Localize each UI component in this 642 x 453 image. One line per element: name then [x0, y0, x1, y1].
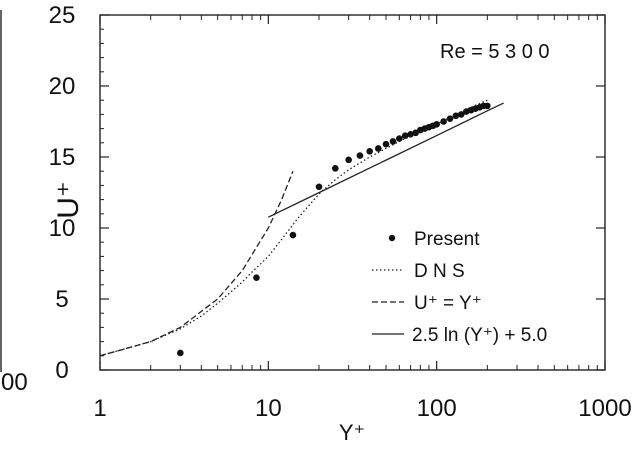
present-data-point — [389, 138, 397, 145]
legend: Present D N S U⁺ = Y⁺ 2.5 ln (Y⁺) + 5.0 — [372, 229, 547, 346]
present-data-point — [315, 183, 323, 191]
x-tick-label: 10 — [255, 395, 282, 422]
legend-label-loglaw: 2.5 ln (Y⁺) + 5.0 — [412, 325, 547, 346]
present-data-point — [457, 111, 465, 118]
legend-label-viscous: U⁺ = Y⁺ — [414, 293, 482, 314]
present-data-point — [407, 130, 414, 138]
plot-frame — [99, 14, 606, 371]
y-axis-title: U⁺ — [52, 181, 85, 219]
present-data-point — [177, 349, 184, 357]
x-tick-label: 1000 — [578, 395, 631, 422]
y-tick-label: 25 — [49, 2, 76, 29]
present-data-point — [289, 231, 297, 239]
present-data-point — [484, 102, 491, 110]
y-tick-label: 20 — [49, 73, 76, 100]
series-line-dashed — [99, 170, 294, 357]
present-data-point — [332, 165, 339, 172]
present-data-point — [440, 118, 447, 125]
present-data-point — [446, 115, 454, 122]
ticks: 1 10 100 1000 0 5 10 15 20 25 — [49, 2, 632, 422]
y-tick-label: 15 — [49, 144, 76, 171]
present-data-point — [374, 145, 382, 152]
series-line-dotted — [99, 99, 488, 357]
y-tick-label: 5 — [55, 286, 68, 313]
reynolds-annotation: Re = 5 3 0 0 — [440, 41, 550, 63]
present-data-point — [366, 148, 373, 155]
legend-label-present: Present — [414, 229, 480, 250]
series — [99, 99, 504, 357]
y-tick-label: 0 — [55, 357, 68, 384]
left-panel-tick-label: 00 — [1, 369, 28, 396]
x-axis-title: Y⁺ — [339, 420, 365, 445]
x-tick-label: 1 — [93, 395, 106, 422]
present-data-point — [396, 135, 403, 142]
legend-label-dns: D N S — [414, 261, 465, 282]
present-data-point — [356, 152, 364, 159]
y-tick-label: 10 — [49, 215, 76, 242]
x-tick-label: 100 — [417, 395, 457, 422]
legend-marker-present — [388, 234, 396, 242]
present-data-point — [345, 156, 352, 164]
present-data-point — [382, 140, 390, 148]
series-line-solid — [268, 102, 504, 218]
present-data-point — [253, 274, 260, 282]
